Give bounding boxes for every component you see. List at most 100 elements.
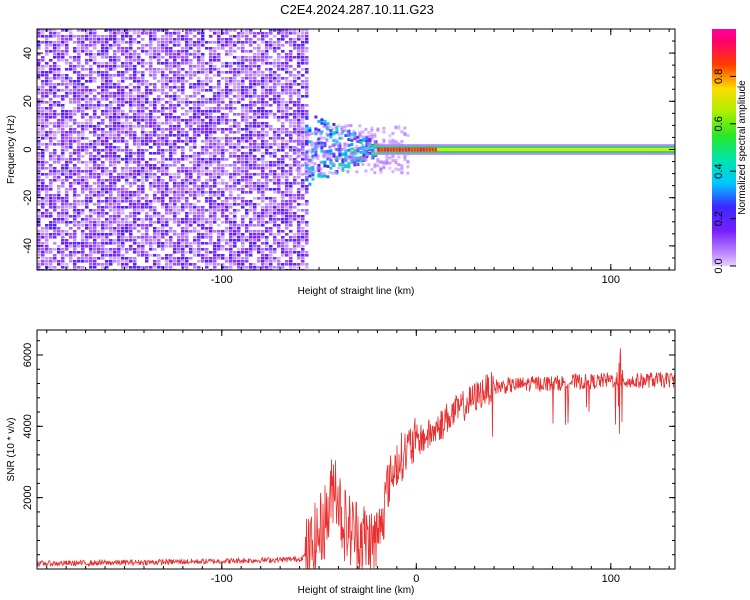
spectrogram-cell (281, 197, 285, 200)
spectrogram-cell (289, 170, 293, 173)
spectrogram-cell (85, 179, 89, 182)
spectrogram-cell (45, 161, 49, 164)
spectrogram-cell (141, 65, 145, 68)
spectrogram-cell (177, 158, 181, 161)
spectrogram-cell (293, 125, 297, 128)
spectrogram-cell (77, 98, 81, 101)
spectrogram-cell (221, 263, 225, 266)
spectrogram-cell (376, 127, 380, 131)
spectrogram-cell (153, 116, 157, 119)
spectrogram-cell (273, 44, 277, 47)
spectrogram-cell (109, 230, 113, 233)
spectrogram-cell (105, 62, 109, 65)
spectrogram-cell (301, 38, 305, 41)
spectrogram-cell (359, 159, 363, 163)
spectrogram-cell (265, 185, 269, 188)
spectrogram-cell (249, 95, 253, 98)
spectrogram-cell (141, 152, 145, 155)
spectrogram-cell (185, 218, 189, 221)
spectrogram-cell (113, 95, 117, 98)
spectrogram-cell (81, 242, 85, 245)
spectrogram-cell (261, 35, 265, 38)
spectrogram-cell (229, 164, 233, 167)
spectrogram-cell (376, 164, 380, 168)
spectrogram-cell (45, 146, 49, 149)
spectrogram-cell (73, 131, 77, 134)
spectrogram-cell (181, 260, 185, 263)
spectrogram-cell (137, 116, 141, 119)
spectrogram-cell (173, 125, 177, 128)
spectrogram-cell (157, 134, 161, 137)
spectrogram-cell (261, 59, 265, 62)
spectrogram-cell (221, 32, 225, 35)
spectrogram-cell (37, 125, 41, 128)
spectrogram-cell (189, 251, 193, 254)
spectrogram-cell (265, 230, 269, 233)
spectrogram-cell (269, 77, 273, 80)
spectrogram-cell (245, 200, 249, 203)
spectrogram-cell (249, 242, 253, 245)
spectrogram-cell (261, 191, 265, 194)
spectrogram-cell (129, 122, 133, 125)
spectrogram-cell (181, 47, 185, 50)
spectrogram-cell (293, 44, 297, 47)
spectrogram-cell (301, 227, 305, 230)
spectrogram-cell (297, 197, 301, 200)
spectrogram-cell (65, 176, 69, 179)
spectrogram-cell (65, 113, 69, 116)
spectrogram-cell (173, 56, 177, 59)
spectrogram-cell (285, 215, 289, 218)
spectrogram-cell (298, 169, 302, 173)
spectrogram-cell (337, 143, 341, 147)
spectrogram-cell (145, 251, 149, 254)
spectrogram-cell (97, 98, 101, 101)
spectrogram-cell (197, 89, 201, 92)
spectrogram-cell (125, 236, 129, 239)
spectrogram-cell (65, 47, 69, 50)
spectrogram-cell (77, 137, 81, 140)
spectrogram-cell (105, 167, 109, 170)
spectrogram-cell (141, 233, 145, 236)
spectrogram-cell (305, 191, 309, 194)
spectrogram-cell (285, 200, 289, 203)
spectrogram-cell (49, 41, 53, 44)
spectrogram-cell (133, 200, 137, 203)
spectrogram-cell (53, 167, 57, 170)
spectrogram-cell (53, 113, 57, 116)
spectrogram-cell (241, 98, 245, 101)
spectrogram-cell (193, 131, 197, 134)
spectrogram-cell (97, 242, 101, 245)
spectrogram-cell (269, 152, 273, 155)
spectrogram-cell (165, 137, 169, 140)
spectrogram-cell (133, 221, 137, 224)
spectrogram-cell (233, 164, 237, 167)
spectrogram-cell (197, 224, 201, 227)
spectrogram-cell (113, 83, 117, 86)
spectrogram-cell (197, 173, 201, 176)
spectrogram-cell (281, 107, 285, 110)
spectrogram-cell (85, 101, 89, 104)
spectrogram-cell (93, 251, 97, 254)
spectrogram-cell (105, 263, 109, 266)
spectrogram-cell (277, 260, 281, 263)
spectrogram-cell (93, 140, 97, 143)
spectrogram-cell (334, 138, 338, 142)
spectrogram-cell (181, 38, 185, 41)
spectrogram-cell (53, 206, 57, 209)
spectrogram-cell (57, 95, 61, 98)
spectrogram-cell (49, 233, 53, 236)
spectrogram-cell (217, 116, 221, 119)
spectrogram-cell (225, 65, 229, 68)
spectrogram-cell (209, 152, 213, 155)
spectrogram-cell (41, 173, 45, 176)
spectrogram-cell (273, 47, 277, 50)
spectrogram-cell (125, 161, 129, 164)
spectrogram-cell (314, 115, 318, 119)
spectrogram-cell (301, 153, 305, 157)
spectrogram-cell (145, 167, 149, 170)
spectrogram-cell (253, 128, 257, 131)
spectrogram-cell (61, 206, 65, 209)
spectrogram-cell (77, 146, 81, 149)
spectrogram-cell (297, 239, 301, 242)
spectrogram-cell (157, 254, 161, 257)
